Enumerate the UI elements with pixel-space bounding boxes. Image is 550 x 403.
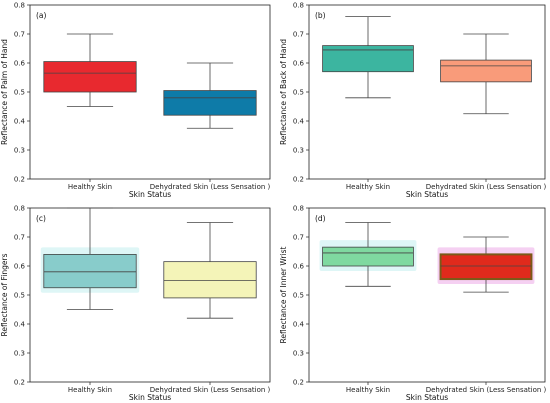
panel-label: (b) (315, 11, 326, 20)
y-tick-label: 0.4 (14, 321, 26, 329)
x-tick-label: Healthy Skin (346, 386, 390, 394)
y-axis-label: Reflectance of Fingers (0, 253, 9, 336)
y-tick-label: 0.6 (14, 263, 26, 271)
panel-label: (a) (36, 11, 47, 20)
box-1 (319, 222, 417, 287)
y-tick-label: 0.4 (293, 118, 305, 126)
axes-frame (308, 4, 546, 180)
panel-2: (b) 0.2 0.3 0.4 0.5 0.6 0.7 0.8 Reflectance of B… (279, 2, 547, 200)
x-tick-label: Dehydrated Skin (Less Sensation ) (150, 183, 271, 191)
y-tick-label: 0.4 (14, 118, 26, 126)
panel-4: (d) 0.2 0.3 0.4 0.5 0.6 0.7 0.8 Reflectance of I… (279, 205, 547, 403)
y-tick-label: 0.2 (293, 379, 304, 387)
y-tick-label: 0.2 (14, 379, 25, 387)
x-tick-label: Healthy Skin (68, 386, 112, 394)
x-tick-label: Healthy Skin (346, 183, 390, 191)
y-tick-label: 0.8 (14, 205, 25, 213)
y-tick-label: 0.6 (14, 60, 26, 68)
y-tick-label: 0.7 (14, 234, 25, 242)
box-body (440, 59, 532, 83)
box-2 (440, 33, 532, 115)
y-tick-label: 0.8 (293, 205, 304, 213)
y-tick-label: 0.6 (293, 60, 305, 68)
box-body (322, 45, 414, 73)
box-2 (437, 236, 535, 293)
box-1 (40, 207, 140, 310)
box-body (322, 246, 414, 267)
x-axis-label: Skin Status (129, 393, 171, 402)
y-tick-label: 0.4 (293, 321, 305, 329)
box-1 (43, 33, 137, 107)
y-tick-label: 0.8 (14, 2, 25, 10)
panel-3: (c) 0.2 0.3 0.4 0.5 0.6 0.7 0.8 Reflectance of F… (0, 205, 271, 403)
y-tick-label: 0.2 (293, 176, 304, 184)
x-axis-label: Skin Status (406, 190, 448, 199)
x-axis-label: Skin Status (129, 190, 171, 199)
y-tick-label: 0.7 (293, 31, 304, 39)
box-2 (163, 222, 257, 319)
y-tick-label: 0.3 (14, 350, 25, 358)
box-body (43, 253, 137, 289)
y-tick-label: 0.3 (14, 147, 25, 155)
x-tick-label: Dehydrated Skin (Less Sensation ) (426, 386, 547, 394)
box-2 (163, 62, 257, 129)
x-axis-label: Skin Status (406, 393, 448, 402)
y-tick-label: 0.5 (14, 89, 25, 97)
y-tick-label: 0.8 (293, 2, 304, 10)
y-tick-label: 0.7 (293, 234, 304, 242)
y-tick-label: 0.5 (293, 89, 304, 97)
box-body (163, 90, 257, 116)
box-1 (322, 16, 414, 99)
y-tick-label: 0.6 (293, 263, 305, 271)
y-tick-label: 0.3 (293, 350, 304, 358)
x-tick-label: Healthy Skin (68, 183, 112, 191)
x-tick-label: Dehydrated Skin (Less Sensation ) (150, 386, 271, 394)
axes-frame (308, 207, 546, 383)
y-axis-label: Reflectance of Back of Hand (279, 39, 288, 145)
panel-label: (c) (36, 214, 46, 223)
x-tick-label: Dehydrated Skin (Less Sensation ) (426, 183, 547, 191)
y-tick-label: 0.2 (14, 176, 25, 184)
box-body (439, 253, 533, 281)
box-body (43, 61, 137, 93)
y-tick-label: 0.5 (14, 292, 25, 300)
y-tick-label: 0.3 (293, 147, 304, 155)
panel-label: (d) (315, 214, 326, 223)
y-axis-label: Reflectance of Inner Wrist (279, 247, 288, 344)
panel-1: (a) 0.2 0.3 0.4 0.5 0.6 0.7 0.8 Reflectance of P… (0, 2, 271, 200)
y-tick-label: 0.5 (293, 292, 304, 300)
box-body (163, 261, 257, 299)
y-axis-label: Reflectance of Palm of Hand (0, 39, 9, 145)
y-tick-label: 0.7 (14, 31, 25, 39)
